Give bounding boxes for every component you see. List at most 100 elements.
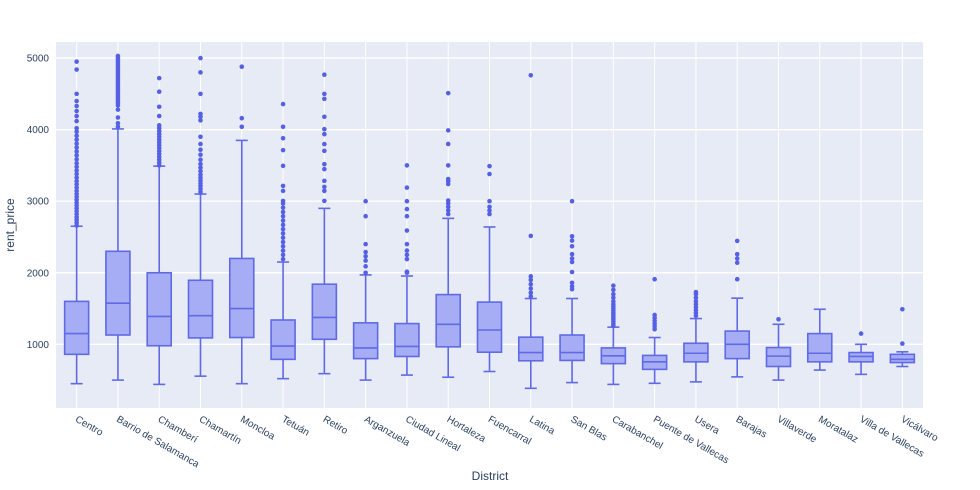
outlier-point[interactable] xyxy=(487,163,492,169)
outlier-point[interactable] xyxy=(734,238,740,244)
outlier-point[interactable] xyxy=(363,254,368,259)
outlier-point[interactable] xyxy=(611,287,616,293)
outlier-point[interactable] xyxy=(156,113,162,119)
outlier-point[interactable] xyxy=(74,133,79,139)
outlier-point[interactable] xyxy=(569,233,575,239)
outlier-point[interactable] xyxy=(487,208,492,213)
iqr-box[interactable] xyxy=(476,301,503,353)
outlier-point[interactable] xyxy=(487,171,492,177)
outlier-point[interactable] xyxy=(776,316,781,322)
outlier-point[interactable] xyxy=(280,235,286,241)
outlier-point[interactable] xyxy=(280,135,286,141)
outlier-point[interactable] xyxy=(198,111,203,117)
outlier-point[interactable] xyxy=(404,241,410,247)
outlier-point[interactable] xyxy=(115,107,121,112)
outlier-point[interactable] xyxy=(404,163,410,168)
outlier-point[interactable] xyxy=(611,295,616,301)
outlier-point[interactable] xyxy=(198,165,203,170)
outlier-point[interactable] xyxy=(280,124,286,130)
outlier-point[interactable] xyxy=(74,188,79,194)
outlier-point[interactable] xyxy=(363,213,368,219)
outlier-point[interactable] xyxy=(280,101,286,107)
outlier-point[interactable] xyxy=(322,148,327,154)
outlier-point[interactable] xyxy=(734,260,740,266)
outlier-point[interactable] xyxy=(900,306,905,312)
box-chamberi[interactable] xyxy=(146,75,173,386)
iqr-box[interactable] xyxy=(394,322,420,358)
outlier-point[interactable] xyxy=(74,171,79,177)
box-latina[interactable] xyxy=(517,72,544,390)
outlier-point[interactable] xyxy=(280,188,286,194)
outlier-point[interactable] xyxy=(198,134,203,140)
outlier-point[interactable] xyxy=(487,211,492,217)
outlier-point[interactable] xyxy=(445,141,451,147)
outlier-point[interactable] xyxy=(280,256,286,262)
outlier-point[interactable] xyxy=(528,294,534,299)
outlier-point[interactable] xyxy=(322,96,327,102)
box-chamartin[interactable] xyxy=(187,55,214,377)
box-villa-de-vallecas[interactable] xyxy=(848,331,874,376)
iqr-box[interactable] xyxy=(517,336,544,362)
outlier-point[interactable] xyxy=(280,252,286,258)
box-retiro[interactable] xyxy=(311,72,338,375)
outlier-point[interactable] xyxy=(404,248,410,253)
outlier-point[interactable] xyxy=(569,256,575,261)
outlier-point[interactable] xyxy=(569,198,575,204)
outlier-point[interactable] xyxy=(280,243,286,249)
outlier-point[interactable] xyxy=(363,264,368,269)
iqr-box[interactable] xyxy=(228,257,255,339)
outlier-point[interactable] xyxy=(280,198,286,204)
outlier-point[interactable] xyxy=(74,141,79,146)
outlier-point[interactable] xyxy=(528,233,534,239)
outlier-point[interactable] xyxy=(322,126,327,132)
outlier-point[interactable] xyxy=(280,222,286,228)
outlier-point[interactable] xyxy=(445,90,451,96)
outlier-point[interactable] xyxy=(445,128,451,133)
outlier-point[interactable] xyxy=(74,67,79,72)
outlier-point[interactable] xyxy=(404,213,410,219)
outlier-point[interactable] xyxy=(198,147,203,152)
outlier-point[interactable] xyxy=(280,163,286,169)
outlier-point[interactable] xyxy=(198,141,203,147)
box-villaverde[interactable] xyxy=(765,316,792,381)
outlier-point[interactable] xyxy=(569,238,575,243)
outlier-point[interactable] xyxy=(322,188,327,194)
box-barrio-de-salamanca[interactable] xyxy=(105,53,131,381)
iqr-box[interactable] xyxy=(105,250,131,336)
outlier-point[interactable] xyxy=(280,183,286,189)
outlier-point[interactable] xyxy=(569,259,575,265)
outlier-point[interactable] xyxy=(569,269,575,275)
outlier-point[interactable] xyxy=(445,211,451,217)
outlier-point[interactable] xyxy=(198,118,203,123)
outlier-point[interactable] xyxy=(611,283,616,288)
outlier-point[interactable] xyxy=(280,248,286,253)
iqr-box[interactable] xyxy=(889,353,916,364)
outlier-point[interactable] xyxy=(74,153,79,158)
outlier-point[interactable] xyxy=(322,198,327,204)
outlier-point[interactable] xyxy=(198,161,203,167)
iqr-box[interactable] xyxy=(435,293,462,348)
box-usera[interactable] xyxy=(683,289,709,383)
outlier-point[interactable] xyxy=(693,289,699,295)
iqr-box[interactable] xyxy=(146,271,173,347)
outlier-point[interactable] xyxy=(280,231,286,236)
outlier-point[interactable] xyxy=(322,72,327,78)
box-moratalaz[interactable] xyxy=(806,308,833,371)
outlier-point[interactable] xyxy=(528,277,534,283)
iqr-box[interactable] xyxy=(63,300,90,356)
outlier-point[interactable] xyxy=(74,129,79,135)
iqr-box[interactable] xyxy=(311,283,338,341)
box-vicalvaro[interactable] xyxy=(889,306,916,368)
outlier-point[interactable] xyxy=(528,286,534,291)
outlier-point[interactable] xyxy=(445,204,451,210)
outlier-point[interactable] xyxy=(74,145,79,150)
outlier-point[interactable] xyxy=(74,108,79,114)
outlier-point[interactable] xyxy=(198,157,203,163)
outlier-point[interactable] xyxy=(528,274,534,279)
box-puente-de-vallecas[interactable] xyxy=(641,276,668,385)
outlier-point[interactable] xyxy=(445,208,451,213)
outlier-point[interactable] xyxy=(280,147,286,153)
outlier-point[interactable] xyxy=(198,152,203,157)
outlier-point[interactable] xyxy=(74,113,79,119)
outlier-point[interactable] xyxy=(404,185,410,190)
